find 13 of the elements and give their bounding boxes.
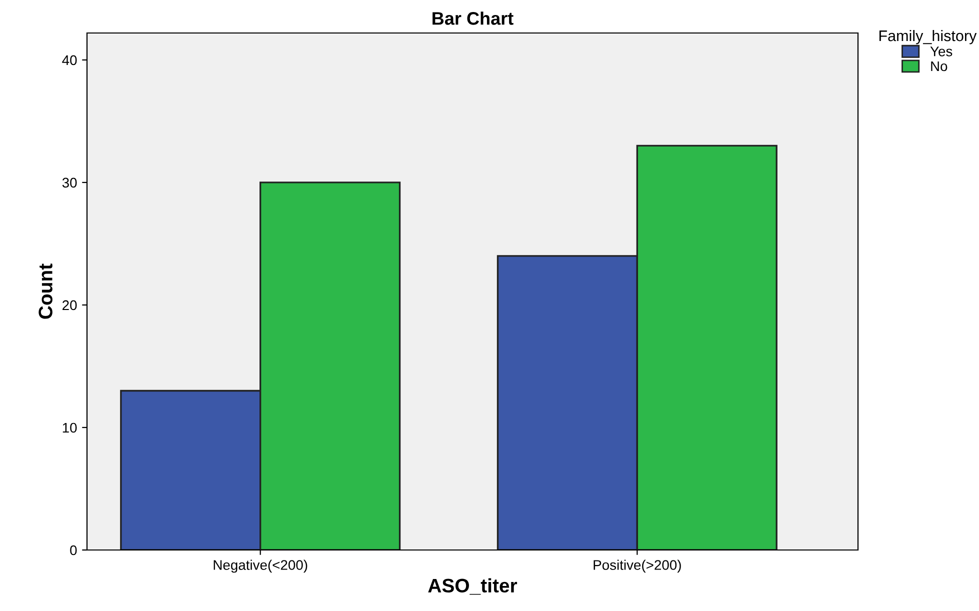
legend-label: No (931, 61, 948, 72)
x-tick-label: Positive(>200) (594, 560, 681, 573)
y-tick-label: 40 (62, 55, 77, 66)
legend-title: Family_history (879, 30, 977, 44)
x-tick-label: Negative(<200) (214, 560, 308, 573)
y-axis-title: Count (38, 264, 52, 319)
y-tick-label: 30 (62, 178, 77, 188)
y-tick-label: 0 (70, 545, 77, 556)
legend-label: Yes (930, 46, 952, 56)
chart-title: Bar Chart (432, 12, 514, 25)
x-axis-title: ASO_titer (428, 578, 518, 595)
y-tick-label: 10 (62, 422, 77, 433)
y-tick-label: 20 (62, 300, 77, 310)
